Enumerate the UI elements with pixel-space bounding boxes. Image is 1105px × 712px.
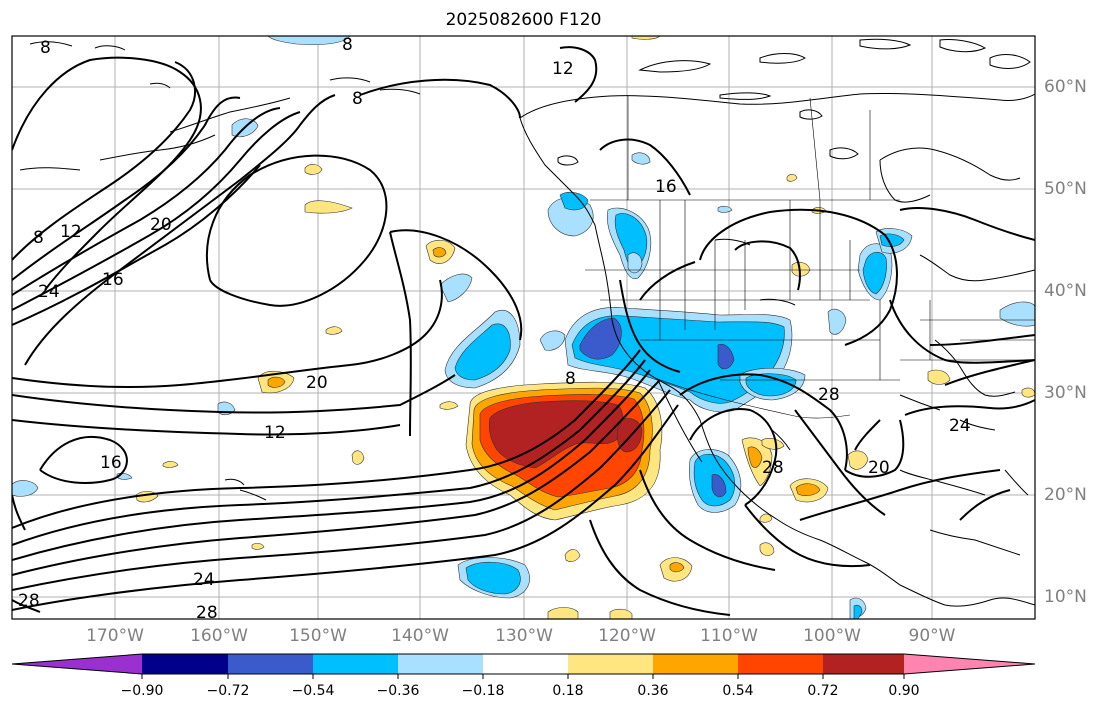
lon-label: 130°W bbox=[495, 626, 553, 646]
contour-label: 16 bbox=[100, 453, 122, 473]
contour-label: 12 bbox=[552, 59, 574, 79]
contour-label: 12 bbox=[60, 222, 82, 242]
lon-label: 170°W bbox=[86, 626, 144, 646]
colorbar-segment bbox=[228, 654, 314, 674]
colorbar-tick-label: 0.54 bbox=[722, 683, 754, 699]
lat-label: 20°N bbox=[1044, 485, 1087, 505]
colorbar-segment bbox=[142, 654, 229, 674]
colorbar-segment bbox=[653, 654, 739, 674]
lat-label: 40°N bbox=[1044, 281, 1087, 301]
colorbar-tick-label: 0.72 bbox=[807, 683, 839, 699]
colorbar-max-extension bbox=[904, 654, 1035, 674]
contour-label: 20 bbox=[306, 373, 328, 393]
colorbar-segment bbox=[738, 654, 824, 674]
colorbar-tick-label: −0.90 bbox=[120, 683, 164, 699]
contour-label: 8 bbox=[565, 369, 576, 389]
contour-label: 20 bbox=[868, 458, 890, 478]
contour-label: 16 bbox=[655, 177, 677, 197]
colorbar-tick-label: 0.36 bbox=[637, 683, 669, 699]
contour-label: 8 bbox=[33, 228, 44, 248]
contour-label: 28 bbox=[196, 603, 218, 623]
lat-label: 60°N bbox=[1044, 77, 1087, 97]
contour-label: 8 bbox=[342, 35, 353, 55]
contour-label: 20 bbox=[150, 215, 172, 235]
colorbar-min-extension bbox=[12, 654, 142, 674]
lon-label: 160°W bbox=[190, 626, 248, 646]
contour-label: 8 bbox=[40, 38, 51, 58]
contour-label: 28 bbox=[18, 591, 40, 611]
colorbar-tick-label: −0.54 bbox=[291, 683, 335, 699]
contour-label: 24 bbox=[38, 282, 60, 302]
colorbar-tick-label: −0.36 bbox=[376, 683, 420, 699]
contour-label: 28 bbox=[762, 458, 784, 478]
colorbar-tick-label: −0.72 bbox=[206, 683, 250, 699]
height-contours bbox=[12, 46, 1035, 616]
colorbar-segment bbox=[568, 654, 654, 674]
colorbar bbox=[11, 653, 1036, 679]
lon-label: 110°W bbox=[700, 626, 758, 646]
contour-labels: 8 8 12 8 16 8 12 20 24 16 20 12 16 28 8 … bbox=[18, 35, 971, 623]
colorbar-segment bbox=[483, 654, 569, 674]
coastlines bbox=[19, 38, 1035, 607]
map-frame bbox=[11, 35, 1036, 620]
contour-label: 24 bbox=[193, 570, 215, 590]
colorbar-tick-label: 0.90 bbox=[888, 683, 920, 699]
lat-label: 10°N bbox=[1044, 587, 1087, 607]
lon-label: 100°W bbox=[803, 626, 861, 646]
colorbar-segment bbox=[313, 654, 399, 674]
lon-label: 90°W bbox=[908, 626, 956, 646]
map-title: 2025082600 F120 bbox=[445, 10, 602, 30]
map-plot-area: 8 8 12 8 16 8 12 20 24 16 20 12 16 28 8 … bbox=[12, 35, 1035, 623]
lat-label: 30°N bbox=[1044, 383, 1087, 403]
contour-label: 8 bbox=[352, 89, 363, 109]
lon-label: 150°W bbox=[289, 626, 347, 646]
colorbar-tick-label: −0.18 bbox=[461, 683, 505, 699]
lon-label: 120°W bbox=[598, 626, 656, 646]
contour-label: 16 bbox=[102, 270, 124, 290]
colorbar-tick-label: 0.18 bbox=[552, 683, 584, 699]
colorbar-segment bbox=[823, 654, 905, 674]
contour-label: 12 bbox=[264, 423, 286, 443]
contour-label: 28 bbox=[818, 385, 840, 405]
colorbar-segment bbox=[398, 654, 484, 674]
lat-label: 50°N bbox=[1044, 179, 1087, 199]
contour-label: 24 bbox=[949, 416, 971, 436]
lon-label: 140°W bbox=[391, 626, 449, 646]
